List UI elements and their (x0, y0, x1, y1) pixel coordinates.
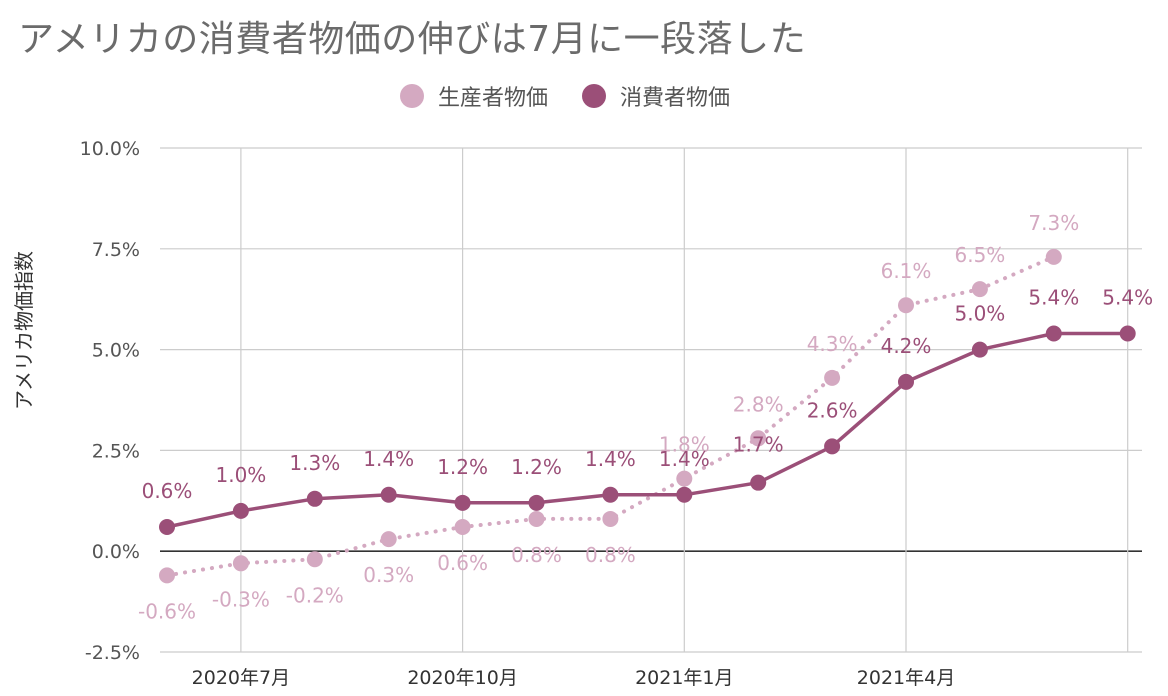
legend-label-ppi: 生産者物価 (438, 86, 549, 111)
cpi-data-label: 4.2% (881, 334, 932, 358)
cpi-data-label: 1.0% (215, 463, 266, 487)
ppi-data-label: 7.3% (1028, 211, 1079, 235)
x-tick-label: 2020年7月 (192, 667, 290, 689)
x-tick-label: 2021年4月 (857, 667, 955, 689)
legend: 生産者物価 消費者物価 (400, 80, 730, 112)
y-tick-label: 10.0% (80, 138, 140, 160)
ppi-data-label: 0.6% (437, 551, 488, 575)
ppi-point (306, 551, 323, 568)
cpi-point (159, 519, 175, 536)
cpi-point (232, 502, 249, 519)
ppi-data-label: -0.2% (286, 583, 344, 607)
ppi-data-label: 4.3% (807, 332, 858, 356)
ppi-point (750, 430, 767, 447)
chart-title: アメリカの消費者物価の伸びは7月に一段落した (18, 19, 807, 60)
cpi-point (306, 490, 323, 507)
cpi-point (454, 494, 471, 511)
ppi-series-line (165, 254, 1056, 578)
ppi-point (1045, 248, 1062, 265)
ppi-point (159, 567, 175, 584)
cpi-point (528, 494, 545, 511)
cpi-point (380, 486, 397, 503)
ppi-data-label: 6.1% (881, 259, 932, 283)
ppi-data-label: 2.8% (733, 392, 784, 416)
ppi-point (971, 281, 988, 298)
cpi-series-line (165, 331, 1130, 529)
cpi-point (750, 474, 767, 491)
ppi-point (898, 297, 914, 314)
cpi-point (971, 341, 988, 358)
y-tick-label: 2.5% (92, 440, 140, 462)
cpi-data-label: 1.4% (659, 447, 710, 471)
ppi-data-label: -0.3% (212, 587, 270, 611)
cpi-data-label: 0.6% (142, 479, 193, 503)
ppi-point (380, 531, 397, 548)
ppi-data-label: -0.6% (138, 599, 196, 623)
ppi-data-label: 0.8% (585, 543, 636, 567)
legend-label-cpi: 消費者物価 (620, 86, 731, 111)
ppi-point (676, 470, 693, 487)
x-tick-label: 2021年1月 (635, 667, 733, 689)
cpi-data-label: 1.4% (363, 447, 414, 471)
y-tick-label: 5.0% (92, 340, 140, 362)
cpi-data-label: 5.0% (954, 302, 1005, 326)
cpi-data-label: 1.7% (733, 433, 784, 457)
legend-marker-ppi (400, 84, 424, 108)
y-tick-label: 0.0% (92, 541, 140, 563)
ppi-point (824, 369, 841, 386)
cpi-point (676, 486, 693, 503)
cpi-data-label: 1.3% (289, 451, 340, 475)
ppi-data-label: 6.5% (954, 243, 1005, 267)
cpi-point (1045, 325, 1062, 342)
ppi-point (602, 510, 619, 527)
ppi-data-label: 0.8% (511, 543, 562, 567)
ppi-point (454, 519, 471, 536)
cpi-data-label: 1.2% (511, 455, 562, 479)
cpi-point (898, 373, 914, 390)
cpi-data-label: 5.4% (1028, 285, 1079, 309)
x-tick-label: 2020年10月 (407, 667, 518, 689)
y-tick-label: -2.5% (85, 642, 140, 664)
ppi-point (528, 510, 545, 527)
cpi-point (602, 486, 619, 503)
ppi-data-label: 0.3% (363, 563, 414, 587)
legend-item-ppi: 生産者物価 (400, 80, 548, 112)
cpi-point (1119, 325, 1136, 342)
cpi-data-label: 2.6% (807, 398, 858, 422)
cpi-data-label: 1.2% (437, 455, 488, 479)
cpi-point (824, 438, 841, 455)
ppi-point (232, 555, 249, 572)
ppi-data-label: 1.8% (659, 433, 710, 457)
cpi-data-label: 5.4% (1102, 285, 1153, 309)
y-tick-label: 7.5% (92, 239, 140, 261)
cpi-data-label: 1.4% (585, 447, 636, 471)
legend-marker-cpi (582, 84, 607, 108)
legend-item-cpi: 消費者物価 (582, 80, 730, 112)
